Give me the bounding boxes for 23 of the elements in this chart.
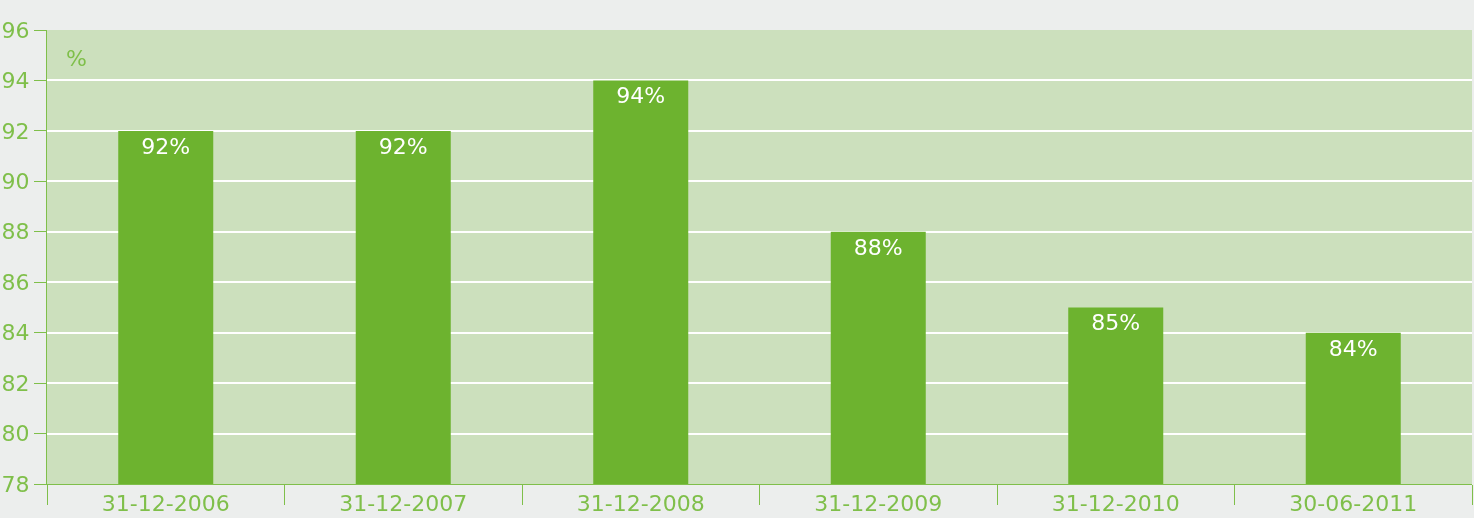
data-label: 85% [1091, 310, 1141, 336]
y-tick-label: 78 [1, 471, 30, 497]
y-tick-label: 88 [1, 219, 30, 245]
y-tick-label: 92 [1, 118, 30, 144]
data-label: 94% [616, 83, 666, 109]
x-tick-label: 31-12-2007 [339, 491, 468, 517]
y-tick-label: 96 [1, 17, 30, 43]
y-tick-label: 94 [1, 68, 30, 94]
x-tick-label: 31-12-2010 [1051, 491, 1180, 517]
y-tick-label: 84 [1, 320, 30, 346]
data-label: 84% [1328, 335, 1378, 361]
data-label: 92% [141, 133, 191, 159]
x-tick-label: 31-12-2006 [101, 491, 230, 517]
y-tick-label: 82 [1, 370, 30, 396]
y-tick-label: 86 [1, 269, 30, 295]
x-tick-label: 31-12-2009 [814, 491, 943, 517]
data-label: 92% [378, 133, 428, 159]
data-label: 88% [853, 234, 903, 260]
y-tick-label: 90 [1, 169, 30, 195]
y-axis-title: % [66, 46, 87, 71]
y-tick-label: 80 [1, 421, 30, 447]
x-tick-label: 31-12-2008 [576, 491, 705, 517]
x-tick-label: 30-06-2011 [1289, 491, 1418, 517]
